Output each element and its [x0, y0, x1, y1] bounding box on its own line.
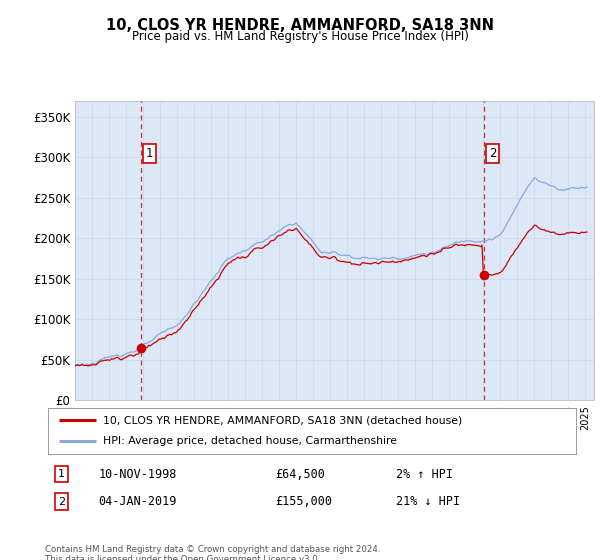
Text: 1: 1 [58, 469, 65, 479]
Text: Contains HM Land Registry data © Crown copyright and database right 2024.
This d: Contains HM Land Registry data © Crown c… [45, 545, 380, 560]
Text: £64,500: £64,500 [275, 468, 325, 481]
Text: 2: 2 [58, 497, 65, 507]
Text: 04-JAN-2019: 04-JAN-2019 [98, 495, 176, 508]
Text: 2: 2 [488, 147, 496, 160]
Text: 1: 1 [146, 147, 153, 160]
Text: Price paid vs. HM Land Registry's House Price Index (HPI): Price paid vs. HM Land Registry's House … [131, 30, 469, 43]
Text: HPI: Average price, detached house, Carmarthenshire: HPI: Average price, detached house, Carm… [103, 436, 397, 446]
Text: 10-NOV-1998: 10-NOV-1998 [98, 468, 176, 481]
Text: 10, CLOS YR HENDRE, AMMANFORD, SA18 3NN: 10, CLOS YR HENDRE, AMMANFORD, SA18 3NN [106, 18, 494, 33]
Text: 10, CLOS YR HENDRE, AMMANFORD, SA18 3NN (detached house): 10, CLOS YR HENDRE, AMMANFORD, SA18 3NN … [103, 415, 463, 425]
Text: 21% ↓ HPI: 21% ↓ HPI [397, 495, 461, 508]
Text: £155,000: £155,000 [275, 495, 332, 508]
Text: 2% ↑ HPI: 2% ↑ HPI [397, 468, 454, 481]
